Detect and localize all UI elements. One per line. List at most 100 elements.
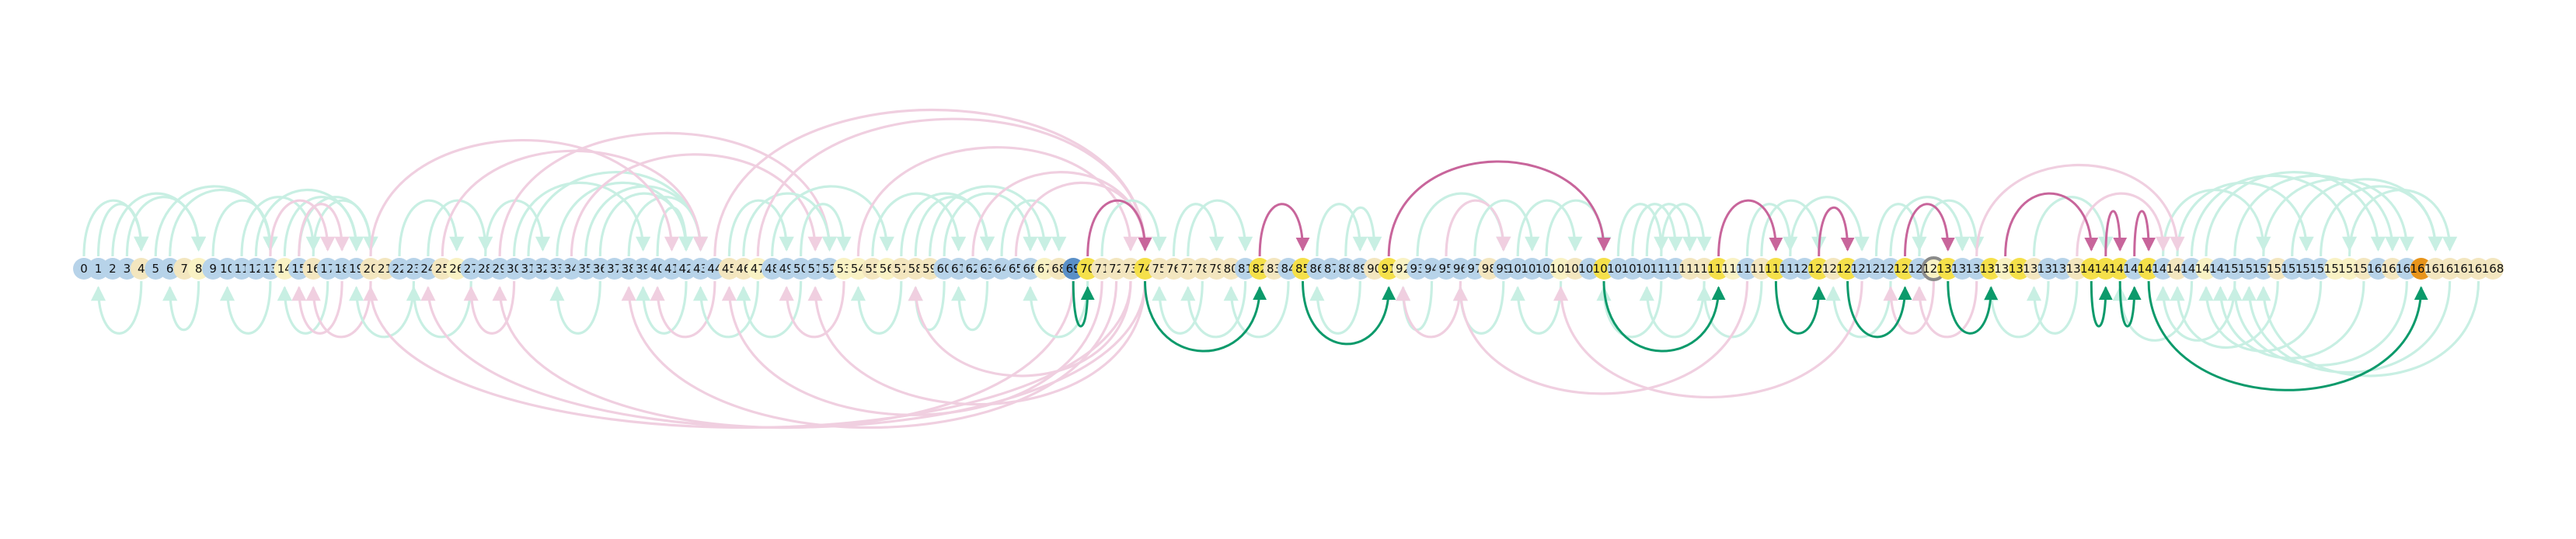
edge-above-158-165 <box>2348 189 2458 257</box>
node-label-95: 95 <box>1438 262 1453 276</box>
edge-above-107-110 <box>1616 203 1669 257</box>
edge-below-106-114 <box>1602 280 1726 353</box>
node-label-99: 99 <box>1496 262 1511 276</box>
edge-above-109-112 <box>1645 203 1698 257</box>
edge-above-60-66 <box>943 192 1038 257</box>
node-label-76: 76 <box>1166 262 1181 276</box>
node-label-77: 77 <box>1180 262 1195 276</box>
edge-below-73-58 <box>908 280 1132 377</box>
node-label-21: 21 <box>378 262 392 276</box>
node-label-18: 18 <box>335 262 350 276</box>
node-label-13: 13 <box>263 262 277 276</box>
node-label-92: 92 <box>1396 262 1410 276</box>
edge-above-86-89 <box>1316 203 1368 257</box>
edge-below-147-142 <box>2112 280 2194 342</box>
node-label-43: 43 <box>693 262 708 276</box>
node-label-85: 85 <box>1295 262 1310 276</box>
node-label-44: 44 <box>707 262 722 276</box>
edge-above-36-42 <box>598 192 694 257</box>
nodes-layer: 0 1 2 3 4 5 6 7 8 9 10 11 12 13 14 15 16 17 18 19 20 21 22 23 24… <box>73 256 2504 281</box>
edge-below-17-14 <box>277 280 329 335</box>
faint-edges-layer <box>82 108 2480 429</box>
node-label-46: 46 <box>736 262 751 276</box>
node-label-93: 93 <box>1410 262 1425 276</box>
edge-below-89-86 <box>1309 280 1361 335</box>
node-label-23: 23 <box>406 262 421 276</box>
edge-below-72-38 <box>621 280 1118 429</box>
edge-below-20-16 <box>305 280 372 339</box>
edge-above-25-43 <box>441 149 709 257</box>
node-label-59: 59 <box>922 262 937 276</box>
edge-above-24-28 <box>427 199 493 257</box>
edge-below-139-136 <box>2026 280 2079 335</box>
edge-below-81-77 <box>1180 280 1247 339</box>
node-label-50: 50 <box>793 262 808 276</box>
edge-above-58-63 <box>914 196 995 257</box>
node-label-87: 87 <box>1324 262 1339 276</box>
edge-below-73-20 <box>363 280 1132 429</box>
edge-above-127-130 <box>1904 203 1955 257</box>
edge-above-97-101 <box>1473 199 1540 257</box>
edge-below-50-46 <box>736 280 803 339</box>
edge-above-15-18 <box>298 203 350 257</box>
node-label-88: 88 <box>1338 262 1353 276</box>
node-label-26: 26 <box>449 262 464 276</box>
node-label-41: 41 <box>664 262 679 276</box>
edge-above-77-81 <box>1187 199 1253 257</box>
node-label-16: 16 <box>306 262 321 276</box>
edge-above-31-43 <box>527 171 709 257</box>
edge-above-70-74 <box>1086 199 1152 257</box>
node-label-58: 58 <box>908 262 923 276</box>
edge-above-134-140 <box>2004 192 2099 257</box>
edge-above-150-161 <box>2233 174 2400 257</box>
edge-above-125-128 <box>1874 203 1927 257</box>
edge-below-13-10 <box>219 280 272 335</box>
edge-above-13-17 <box>269 199 336 257</box>
edge-below-99-96 <box>1452 280 1505 335</box>
node-label-34: 34 <box>564 262 579 276</box>
edge-below-4-1 <box>90 280 143 335</box>
node-label-82: 82 <box>1253 262 1267 276</box>
edge-below-167-152 <box>2256 280 2480 377</box>
node-label-69: 69 <box>1066 262 1081 276</box>
node-label-24: 24 <box>420 262 435 276</box>
node-label-74: 74 <box>1138 262 1152 276</box>
edge-above-45-49 <box>727 199 794 257</box>
node-label-97: 97 <box>1467 262 1482 276</box>
node-label-56: 56 <box>880 262 894 276</box>
node-label-62: 62 <box>965 262 980 276</box>
edge-above-148-160 <box>2205 171 2386 257</box>
node-label-52: 52 <box>822 262 837 276</box>
node-label-40: 40 <box>650 262 665 276</box>
node-label-98: 98 <box>1482 262 1497 276</box>
node-label-6: 6 <box>166 262 174 276</box>
node-label-38: 38 <box>622 262 636 276</box>
node-label-78: 78 <box>1195 262 1210 276</box>
edge-below-113-109 <box>1639 280 1706 339</box>
node-label-51: 51 <box>808 262 823 276</box>
edge-below-23-19 <box>349 280 415 339</box>
edge-below-53-49 <box>779 280 845 339</box>
node-label-32: 32 <box>535 262 550 276</box>
node-label-83: 83 <box>1267 262 1281 276</box>
node-label-67: 67 <box>1037 262 1052 276</box>
node-label-64: 64 <box>994 262 1009 276</box>
node-label-72: 72 <box>1109 262 1124 276</box>
edge-below-57-54 <box>850 280 903 335</box>
edge-above-76-79 <box>1172 203 1225 257</box>
edge-above-1-4 <box>96 203 149 257</box>
edge-below-18-15 <box>291 280 343 335</box>
edge-below-137-133 <box>1983 280 2050 339</box>
node-label-36: 36 <box>593 262 608 276</box>
edge-above-110-113 <box>1660 203 1712 257</box>
edge-below-84-80 <box>1223 280 1290 339</box>
node-label-4: 4 <box>138 262 145 276</box>
node-label-42: 42 <box>678 262 693 276</box>
node-label-31: 31 <box>521 262 535 276</box>
edge-above-139-145 <box>2076 192 2171 257</box>
edge-below-116-96 <box>1452 280 1749 395</box>
edge-above-50-53 <box>800 203 852 257</box>
node-label-3: 3 <box>124 262 131 276</box>
edge-above-48-56 <box>771 185 894 257</box>
node-label-71: 71 <box>1095 262 1110 276</box>
